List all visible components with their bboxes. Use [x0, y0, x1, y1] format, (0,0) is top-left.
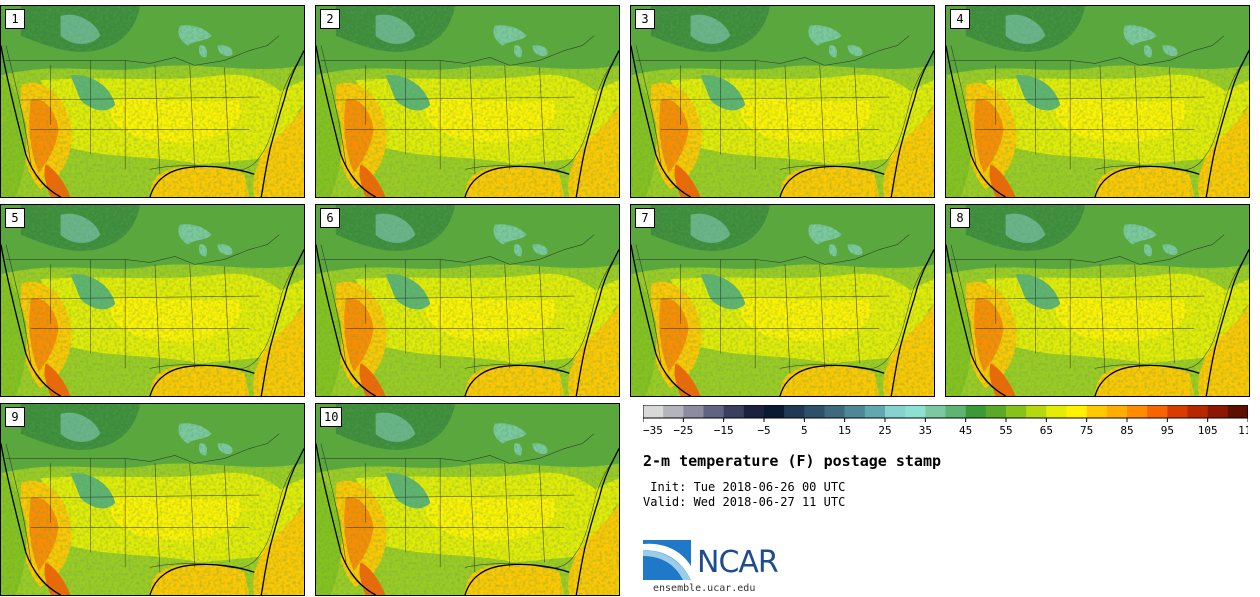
colorbar-tick-label: 25 [878, 424, 891, 437]
panel-label: 6 [320, 208, 340, 228]
colorbar-tick-label: 85 [1120, 424, 1133, 437]
colorbar-bin [1227, 405, 1248, 418]
colorbar-bin [703, 405, 724, 418]
map-5 [1, 205, 304, 396]
colorbar-bin [1006, 405, 1027, 418]
colorbar-tick-label: −15 [714, 424, 734, 437]
colorbar-tick-label: −35 [643, 424, 663, 437]
colorbar-tick-label: 95 [1161, 424, 1174, 437]
map-4 [946, 6, 1249, 197]
colorbar-bin [1106, 405, 1128, 418]
colorbar-bin [784, 405, 805, 418]
colorbar-tick-label: 115 [1238, 424, 1248, 437]
map-8 [946, 205, 1249, 396]
map-3 [631, 6, 934, 197]
map-panel-7: 7 [630, 204, 935, 397]
colorbar-tick-label: 35 [919, 424, 932, 437]
colorbar-bin [1187, 405, 1208, 418]
colorbar-bin [663, 405, 684, 418]
map-panel-2: 2 [315, 5, 620, 198]
map-panel-5: 5 [0, 204, 305, 397]
colorbar-bin [925, 405, 946, 418]
map-9 [1, 404, 304, 595]
colorbar-bin [824, 405, 845, 418]
map-2 [316, 6, 619, 197]
colorbar-bin [905, 405, 926, 418]
panel-label: 8 [950, 208, 970, 228]
chart-title: 2-m temperature (F) postage stamp [643, 452, 942, 470]
map-panel-3: 3 [630, 5, 935, 198]
colorbar-bin [1147, 405, 1168, 418]
colorbar-bin [864, 405, 886, 418]
map-6 [316, 205, 619, 396]
colorbar-bin [1086, 405, 1108, 418]
colorbar-bin [743, 405, 765, 418]
colorbar-tick-label: −25 [673, 424, 693, 437]
colorbar-bin [1026, 405, 1047, 418]
panel-label: 1 [5, 9, 25, 29]
init-time: Init: Tue 2018-06-26 00 UTC [643, 480, 846, 494]
colorbar: −35 −25 −15 −5 5 15 25 35 45 55 65 75 85 95 105 115 [643, 405, 1248, 437]
map-panel-6: 6 [315, 204, 620, 397]
panel-label: 9 [5, 407, 25, 427]
map-panel-1: 1 [0, 5, 305, 198]
colorbar-bin [1046, 405, 1067, 418]
map-1 [1, 6, 304, 197]
colorbar-bin [1207, 405, 1229, 418]
logo-url: ensemble.ucar.edu [653, 583, 756, 594]
colorbar-bin [764, 405, 785, 418]
colorbar-tick-label: 45 [959, 424, 972, 437]
colorbar-bin [723, 405, 745, 418]
colorbar-bin [804, 405, 825, 418]
valid-time: Valid: Wed 2018-06-27 11 UTC [643, 495, 846, 509]
map-7 [631, 205, 934, 396]
colorbar-tick-label: 105 [1198, 424, 1218, 437]
colorbar-bin [945, 405, 966, 418]
panel-label: 3 [635, 9, 655, 29]
panel-label: 2 [320, 9, 340, 29]
map-panel-10: 10 [315, 403, 620, 596]
colorbar-bin [885, 405, 906, 418]
colorbar-tick-label: 75 [1080, 424, 1093, 437]
map-panel-8: 8 [945, 204, 1250, 397]
colorbar-tick-label: 5 [801, 424, 808, 437]
colorbar-bin [1167, 405, 1188, 418]
colorbar-tick-label: 65 [1040, 424, 1053, 437]
colorbar-tick-label: 55 [999, 424, 1012, 437]
panel-label: 7 [635, 208, 655, 228]
colorbar-bin [683, 405, 704, 418]
panel-label: 4 [950, 9, 970, 29]
colorbar-bin [965, 405, 987, 418]
colorbar-tick-label: −5 [757, 424, 770, 437]
colorbar-bin [985, 405, 1007, 418]
colorbar-bin [643, 405, 664, 418]
map-10 [316, 404, 619, 595]
map-panel-4: 4 [945, 5, 1250, 198]
panel-label: 5 [5, 208, 25, 228]
ncar-logo-icon [643, 540, 691, 580]
colorbar-tick-label: 15 [838, 424, 851, 437]
panel-label: 10 [320, 407, 343, 427]
colorbar-bin [1066, 405, 1087, 418]
colorbar-bin [844, 405, 866, 418]
logo-text: NCAR [697, 545, 779, 580]
map-panel-9: 9 [0, 403, 305, 596]
colorbar-bin [1127, 405, 1148, 418]
